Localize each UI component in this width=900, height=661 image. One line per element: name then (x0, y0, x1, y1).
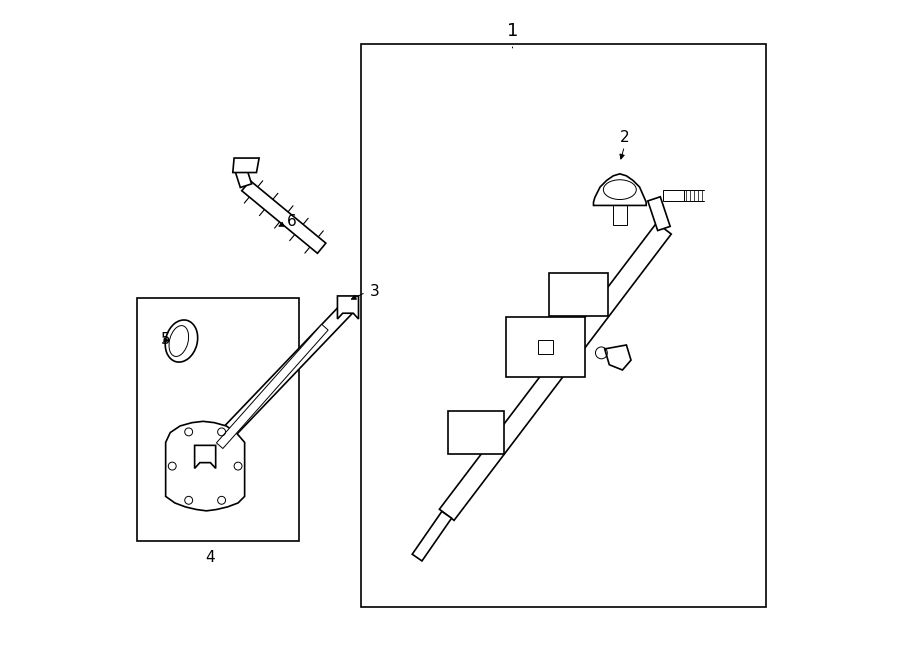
Polygon shape (663, 190, 684, 201)
Polygon shape (194, 446, 216, 469)
Polygon shape (549, 273, 608, 316)
Polygon shape (233, 158, 259, 173)
Text: 2: 2 (619, 130, 629, 145)
Ellipse shape (166, 320, 198, 362)
Bar (138, 297, 299, 541)
Polygon shape (216, 325, 328, 449)
Polygon shape (338, 296, 358, 319)
Polygon shape (593, 174, 646, 206)
Text: 4: 4 (205, 550, 214, 565)
Polygon shape (448, 411, 504, 454)
Polygon shape (242, 180, 326, 253)
Polygon shape (605, 345, 631, 370)
Text: 3: 3 (369, 284, 379, 299)
Polygon shape (166, 421, 245, 511)
Bar (361, 44, 766, 607)
Polygon shape (412, 512, 452, 561)
Polygon shape (439, 223, 671, 520)
Polygon shape (538, 340, 553, 354)
Polygon shape (506, 317, 585, 377)
Polygon shape (648, 197, 670, 231)
Polygon shape (235, 167, 252, 188)
Text: 5: 5 (161, 332, 170, 347)
Text: 6: 6 (287, 214, 297, 229)
Text: 1: 1 (507, 22, 518, 40)
Polygon shape (613, 202, 627, 225)
Polygon shape (198, 303, 353, 464)
